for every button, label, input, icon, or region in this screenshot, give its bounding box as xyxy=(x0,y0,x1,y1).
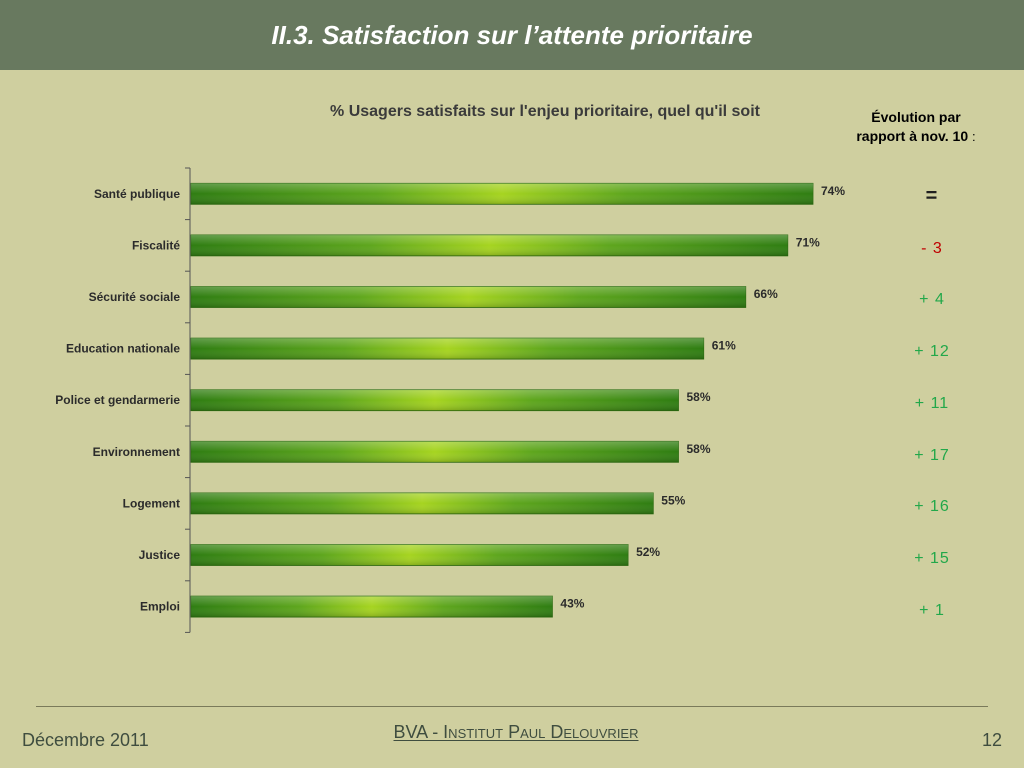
evolution-value: + 15 xyxy=(914,549,950,567)
value-label: 74% xyxy=(821,184,845,198)
chart-title: % Usagers satisfaits sur l'enjeu priorit… xyxy=(330,103,760,120)
evolution-header-line2: rapport à nov. 10 xyxy=(856,128,969,144)
evolution-value: + 1 xyxy=(919,601,945,619)
bar-highlight xyxy=(191,596,553,618)
evolution-header: Évolution par rapport à nov. 10 : xyxy=(848,108,984,146)
evolution-value: + 11 xyxy=(914,394,950,412)
category-label: Santé publique xyxy=(94,187,180,201)
footer-organization: BVA - Institut Paul Delouvrier xyxy=(393,722,639,742)
value-label: 55% xyxy=(661,493,685,507)
evolution-value: + 17 xyxy=(914,446,950,464)
category-label: Fiscalité xyxy=(132,238,180,252)
bar-highlight xyxy=(191,183,813,205)
category-label: Environnement xyxy=(93,445,180,459)
evolution-header-colon: : xyxy=(972,129,976,144)
bar-highlight xyxy=(191,338,704,360)
value-label: 61% xyxy=(712,339,736,353)
category-label: Logement xyxy=(123,496,180,510)
evolution-value: = xyxy=(925,185,939,207)
evolution-header-line1: Évolution par xyxy=(871,109,961,125)
page-number: 12 xyxy=(981,730,1002,750)
footer-divider xyxy=(36,706,988,707)
slide-title: II.3. Satisfaction sur l’attente priorit… xyxy=(271,20,753,50)
bar-highlight xyxy=(191,234,788,256)
value-label: 58% xyxy=(687,390,711,404)
value-label: 66% xyxy=(754,287,778,301)
category-label: Justice xyxy=(139,548,181,562)
category-label: Education nationale xyxy=(66,342,180,356)
value-label: 52% xyxy=(636,545,660,559)
bar-highlight xyxy=(191,492,654,514)
value-label: 71% xyxy=(796,235,820,249)
evolution-value: - 3 xyxy=(921,239,943,257)
bar-chart: Santé publique 74% Fiscalité 71% Sécurité so… xyxy=(55,167,845,633)
bar-highlight xyxy=(191,544,629,566)
evolution-value: + 4 xyxy=(919,291,945,309)
evolution-value: + 12 xyxy=(914,343,950,361)
category-label: Emploi xyxy=(140,600,180,614)
header-bar xyxy=(0,0,1024,70)
bar-highlight xyxy=(191,286,746,308)
bar-highlight xyxy=(191,441,679,463)
bar-highlight xyxy=(191,389,679,411)
value-label: 58% xyxy=(687,442,711,456)
evolution-value: + 16 xyxy=(914,498,950,516)
footer-date: Décembre 2011 xyxy=(22,730,149,750)
category-label: Sécurité sociale xyxy=(89,290,181,304)
value-label: 43% xyxy=(560,597,584,611)
category-label: Police et gendarmerie xyxy=(55,393,180,407)
